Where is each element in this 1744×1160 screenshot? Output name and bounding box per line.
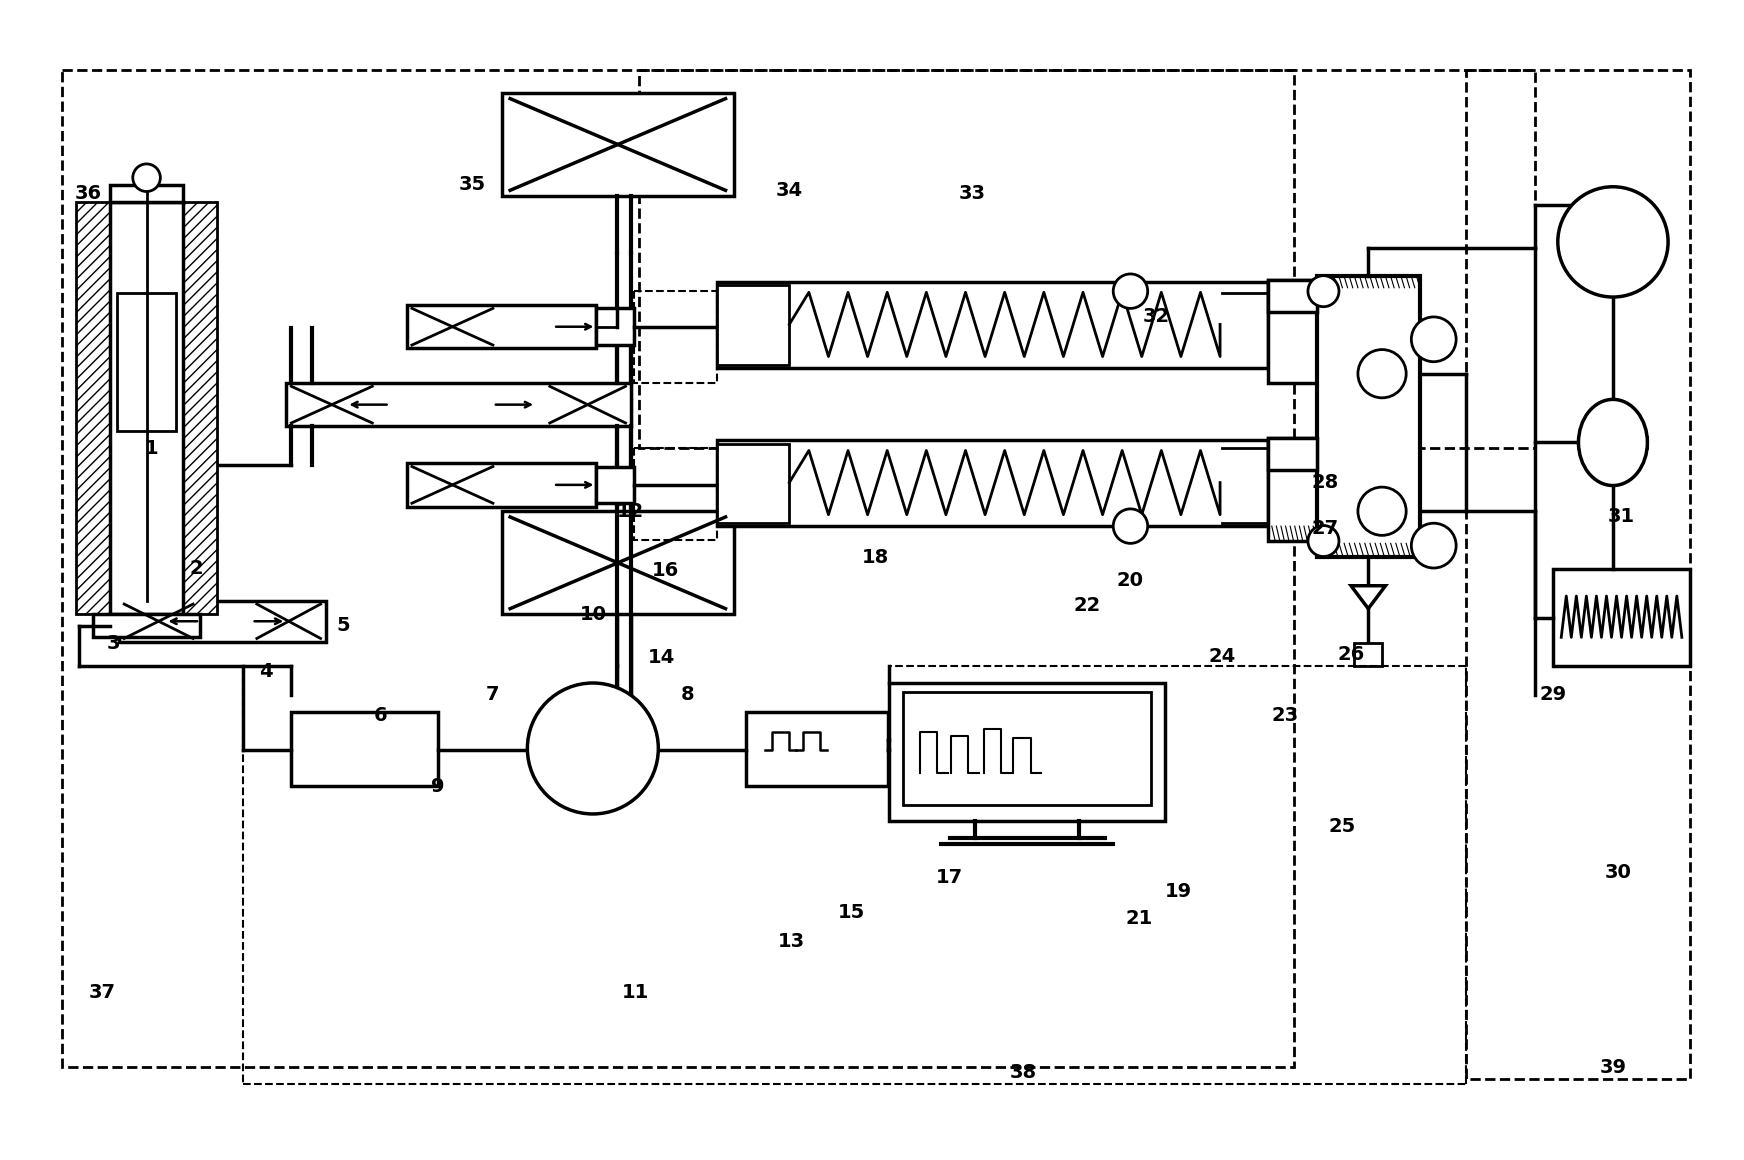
Bar — [596, 466, 635, 503]
Circle shape — [1359, 349, 1406, 398]
Text: 29: 29 — [1538, 686, 1566, 704]
Bar — [717, 285, 790, 364]
Bar — [1268, 280, 1317, 312]
Bar — [63, 70, 1294, 1067]
Text: 12: 12 — [617, 502, 644, 521]
Text: 11: 11 — [623, 984, 649, 1002]
Bar — [502, 93, 734, 196]
Text: 35: 35 — [459, 175, 487, 194]
Bar — [1268, 280, 1317, 383]
Text: 21: 21 — [1125, 908, 1153, 928]
Bar — [1552, 568, 1690, 666]
Bar — [1317, 276, 1420, 557]
Bar — [1355, 643, 1381, 666]
Text: 26: 26 — [1338, 645, 1364, 664]
Text: 19: 19 — [1165, 883, 1193, 901]
Bar — [635, 291, 717, 383]
Text: 5: 5 — [337, 616, 351, 636]
Bar — [183, 202, 218, 615]
Text: 22: 22 — [1074, 596, 1100, 615]
Circle shape — [1411, 523, 1456, 568]
Text: 9: 9 — [431, 777, 445, 796]
Ellipse shape — [1578, 399, 1648, 486]
Text: 17: 17 — [937, 869, 963, 887]
Bar — [717, 443, 790, 523]
Text: 15: 15 — [837, 902, 865, 922]
Circle shape — [1411, 317, 1456, 362]
Text: 32: 32 — [1142, 307, 1170, 326]
Bar — [77, 202, 110, 615]
Text: 36: 36 — [75, 184, 101, 203]
Bar — [635, 448, 717, 539]
Circle shape — [1308, 525, 1339, 557]
Text: 14: 14 — [649, 648, 675, 667]
Bar — [889, 683, 1165, 820]
Bar — [286, 383, 631, 427]
Text: 31: 31 — [1608, 507, 1636, 527]
Text: 39: 39 — [1599, 1058, 1627, 1076]
Text: 7: 7 — [487, 686, 501, 704]
Bar — [640, 70, 1535, 448]
Bar — [406, 463, 596, 507]
Text: 30: 30 — [1604, 863, 1632, 882]
Bar — [1268, 437, 1317, 470]
Bar — [596, 309, 635, 345]
Circle shape — [1113, 274, 1148, 309]
Circle shape — [1308, 276, 1339, 306]
Bar — [717, 440, 1268, 527]
Text: 34: 34 — [776, 181, 802, 200]
Bar — [746, 712, 888, 786]
Bar — [92, 615, 201, 637]
Text: 33: 33 — [959, 184, 985, 203]
Bar — [110, 202, 183, 615]
Text: 38: 38 — [1010, 1064, 1038, 1082]
Text: 24: 24 — [1209, 647, 1235, 666]
Bar — [1268, 437, 1317, 541]
Text: 4: 4 — [258, 662, 272, 681]
Text: 23: 23 — [1271, 705, 1299, 725]
Text: 28: 28 — [1311, 473, 1339, 492]
Circle shape — [1359, 487, 1406, 536]
Text: 3: 3 — [106, 633, 120, 653]
Circle shape — [133, 164, 160, 191]
Bar — [1467, 70, 1690, 1079]
Circle shape — [1557, 187, 1667, 297]
Text: 8: 8 — [680, 686, 694, 704]
Bar — [119, 601, 326, 641]
Bar — [117, 293, 176, 432]
Bar — [110, 184, 183, 202]
Text: 10: 10 — [579, 604, 607, 624]
Text: 13: 13 — [778, 931, 804, 950]
Circle shape — [527, 683, 657, 814]
Text: 1: 1 — [145, 438, 159, 458]
Bar — [502, 512, 734, 615]
Circle shape — [1113, 509, 1148, 543]
Text: 16: 16 — [652, 561, 678, 580]
Bar — [903, 693, 1151, 805]
Bar — [717, 282, 1268, 368]
Bar — [406, 305, 596, 348]
Polygon shape — [1352, 586, 1385, 609]
Text: 6: 6 — [375, 705, 387, 725]
Text: 20: 20 — [1116, 571, 1144, 589]
Text: 37: 37 — [89, 984, 115, 1002]
Text: 2: 2 — [190, 559, 204, 578]
Text: 18: 18 — [862, 548, 889, 566]
Text: 25: 25 — [1329, 817, 1357, 836]
Text: 27: 27 — [1311, 519, 1339, 538]
Bar — [291, 712, 438, 786]
